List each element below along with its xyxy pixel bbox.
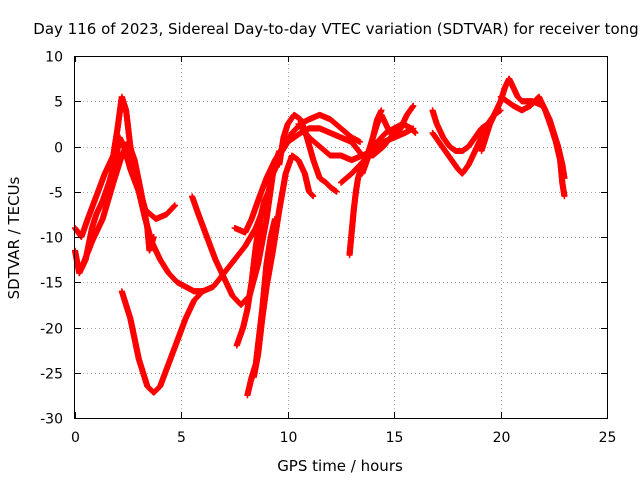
series-2 [72, 93, 179, 240]
series-6 [231, 111, 364, 236]
chart-title: Day 116 of 2023, Sidereal Day-to-day VTE… [33, 20, 638, 38]
grid [75, 56, 607, 418]
series-4 [118, 288, 206, 396]
data-marks [72, 75, 568, 399]
